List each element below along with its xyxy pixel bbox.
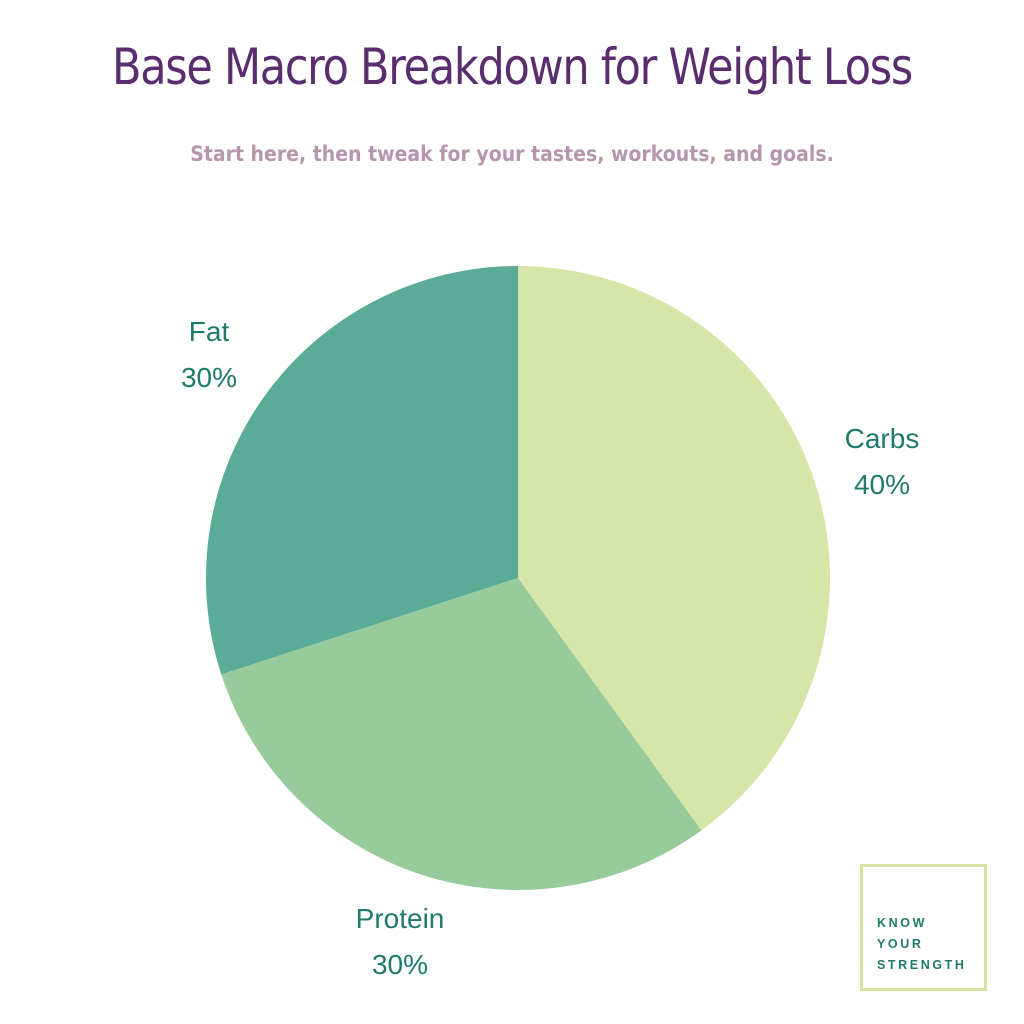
- slice-label-protein: Protein: [356, 903, 445, 934]
- slice-value-fat: 30%: [181, 362, 237, 393]
- logo-line-1: KNOW: [877, 916, 927, 930]
- slice-label-fat: Fat: [189, 316, 230, 347]
- pie-slice-fat: [205, 266, 518, 675]
- slice-label-carbs: Carbs: [845, 423, 920, 454]
- logo-line-3: STRENGTH: [877, 958, 967, 972]
- slice-value-carbs: 40%: [854, 469, 910, 500]
- slice-value-protein: 30%: [372, 949, 428, 980]
- know-your-strength-logo: KNOW YOUR STRENGTH: [860, 864, 987, 991]
- chart-title: Base Macro Breakdown for Weight Loss: [112, 38, 913, 96]
- logo-line-2: YOUR: [877, 937, 924, 951]
- pie-slice-protein: [221, 578, 702, 891]
- pie-slice-carbs: [518, 266, 831, 831]
- chart-subtitle: Start here, then tweak for your tastes, …: [190, 142, 834, 166]
